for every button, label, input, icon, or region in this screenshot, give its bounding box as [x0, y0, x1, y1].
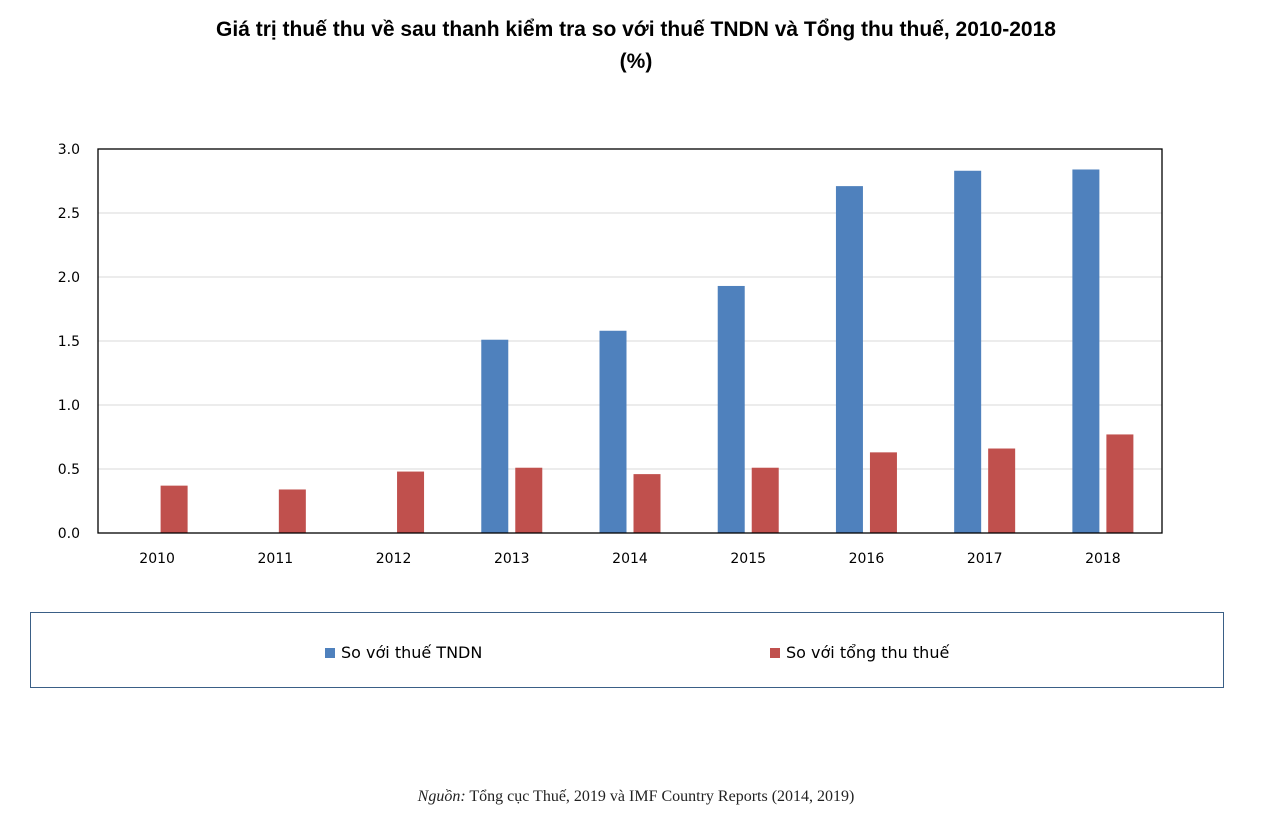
legend-item-series1: So với thuế TNDN	[325, 643, 482, 662]
bar-series2	[988, 448, 1016, 533]
bar-series2	[751, 467, 779, 533]
bar-series2	[869, 452, 897, 533]
x-tick-label: 2012	[376, 551, 412, 567]
legend: So với thuế TNDN So với tổng thu thuế	[30, 612, 1224, 688]
x-tick-label: 2011	[258, 551, 294, 567]
legend-label-series1: So với thuế TNDN	[341, 643, 483, 662]
y-tick-label: 2.0	[58, 270, 80, 286]
bar-series2	[1106, 434, 1134, 533]
bar-series1	[599, 330, 627, 533]
x-tick-label: 2017	[967, 551, 1003, 567]
x-tick-label: 2018	[1085, 551, 1121, 567]
y-tick-label: 0.0	[58, 526, 80, 542]
bar-series1	[835, 186, 863, 533]
y-tick-label: 0.5	[58, 462, 80, 478]
bar-series1	[717, 285, 745, 533]
chart-title: Giá trị thuế thu về sau thanh kiểm tra s…	[0, 14, 1272, 78]
x-tick-label: 2016	[849, 551, 885, 567]
y-tick-label: 2.5	[58, 206, 80, 222]
legend-item-series2: So với tổng thu thuế	[770, 643, 949, 662]
legend-label-series2: So với tổng thu thuế	[786, 643, 950, 662]
legend-swatch-series2	[770, 647, 780, 658]
bar-chart: 0.0 0.5 1.0 1.5 2.0 2.5 3.0 2010 2011 2012 2013 201…	[58, 142, 1163, 567]
chart-title-line2: (%)	[619, 50, 653, 73]
bar-series1	[1072, 169, 1100, 534]
bar-series2	[278, 489, 306, 533]
x-tick-label: 2015	[730, 551, 766, 567]
y-tick-label: 1.5	[58, 334, 80, 350]
y-tick-label: 1.0	[58, 398, 80, 414]
x-tick-label: 2013	[494, 551, 530, 567]
bar-series2	[160, 485, 188, 533]
legend-swatch-series1	[325, 647, 335, 658]
bar-series2	[515, 467, 543, 533]
source-note: Nguồn: Tổng cục Thuế, 2019 và IMF Countr…	[0, 788, 1272, 806]
bar-series2	[397, 471, 425, 533]
plot-border	[97, 148, 1163, 534]
chart-title-line1: Giá trị thuế thu về sau thanh kiểm tra s…	[216, 18, 1056, 41]
bar-series2	[633, 474, 661, 533]
y-tick-label: 3.0	[58, 142, 80, 158]
bar-series1	[481, 339, 509, 533]
bar-series1	[954, 170, 982, 533]
source-label: Nguồn:	[417, 788, 466, 805]
source-text: Tổng cục Thuế, 2019 và IMF Country Repor…	[469, 788, 855, 805]
x-tick-label: 2010	[139, 551, 175, 567]
x-tick-label: 2014	[612, 551, 648, 567]
